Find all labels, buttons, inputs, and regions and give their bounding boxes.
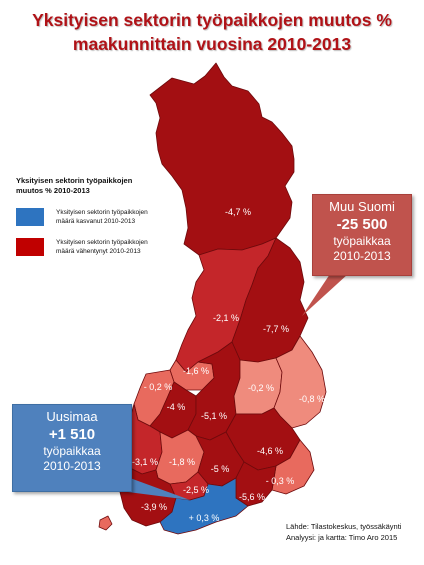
region-pohjois-karjala (273, 335, 327, 429)
uusimaa-callout: Uusimaa +1 510 työpaikkaa 2010-2013 (12, 404, 132, 492)
legend-text-increased: Yksityisen sektorin työpaikkojen määrä k… (56, 208, 166, 226)
legend-item-increased: Yksityisen sektorin työpaikkojen määrä k… (16, 208, 166, 228)
uusimaa-callout-period: 2010-2013 (43, 459, 101, 473)
legend-increased-line-1: Yksityisen sektorin työpaikkojen (56, 209, 148, 216)
uusimaa-callout-value: +1 510 (48, 426, 96, 443)
legend-title: Yksityisen sektorin työpaikkojen muutos … (16, 176, 166, 196)
muu-suomi-callout-value: -25 500 (336, 216, 388, 233)
title-line-1: Yksityisen sektorin työpaikkojen muutos … (32, 10, 392, 30)
label-pirkanmaa: -1,8 % (169, 457, 195, 467)
legend-swatch-red (16, 238, 44, 256)
label-satakunta: -3,1 % (132, 457, 158, 467)
map-title: Yksityisen sektorin työpaikkojen muutos … (0, 8, 424, 56)
label-varsinais-suomi: -3,9 % (141, 502, 167, 512)
title-line-2: maakunnittain vuosina 2010-2013 (72, 34, 352, 54)
legend-text-decreased: Yksityisen sektorin työpaikkojen määrä v… (56, 238, 166, 256)
legend-title-line-2: muutos % 2010-2013 (16, 186, 90, 195)
label-keski-pohjanmaa: -1,6 % (183, 366, 209, 376)
muu-suomi-callout-period: 2010-2013 (333, 249, 391, 263)
muu-suomi-callout-title: Muu Suomi (329, 199, 395, 214)
legend-title-line-1: Yksityisen sektorin työpaikkojen (16, 176, 133, 185)
label-etela-pohjanmaa: -4 % (167, 402, 186, 412)
label-lappi: -4,7 % (225, 207, 251, 217)
label-pohjanmaa: - 0,2 % (144, 382, 173, 392)
uusimaa-callout-title: Uusimaa (46, 409, 98, 424)
legend-increased-line-2: määrä kasvanut 2010-2013 (56, 218, 136, 225)
region-uusimaa (159, 477, 249, 535)
label-pohjois-karjala: -0,8 % (299, 394, 325, 404)
source-line-1: Lähde: Tilastokeskus, työssäkäynti (286, 522, 402, 531)
label-kanta-hame: -2,5 % (183, 485, 209, 495)
label-kymenlaakso: -5,6 % (239, 492, 265, 502)
legend-swatch-blue (16, 208, 44, 226)
source-line-2: Analyysi: ja kartta: Timo Aro 2015 (286, 533, 398, 542)
label-uusimaa: + 0,3 % (189, 513, 220, 523)
label-paijat-hame: -5 % (211, 464, 230, 474)
label-kainuu: -7,7 % (263, 324, 289, 334)
label-etela-savo: -4,6 % (257, 446, 283, 456)
map-legend: Yksityisen sektorin työpaikkojen muutos … (16, 176, 166, 268)
region-ahvenanmaa (98, 515, 113, 531)
muu-suomi-callout-unit: työpaikkaa (333, 234, 391, 248)
legend-decreased-line-1: Yksityisen sektorin työpaikkojen (56, 239, 148, 246)
muu-suomi-callout: Muu Suomi -25 500 työpaikkaa 2010-2013 (312, 194, 412, 276)
label-keski-suomi: -5,1 % (201, 411, 227, 421)
legend-item-decreased: Yksityisen sektorin työpaikkojen määrä v… (16, 238, 166, 258)
source-note: Lähde: Tilastokeskus, työssäkäynti Analy… (286, 521, 424, 543)
label-etela-karjala: - 0,3 % (266, 476, 295, 486)
label-pohjois-savo: -0,2 % (248, 383, 274, 393)
region-etela-karjala (271, 439, 315, 495)
legend-decreased-line-2: määrä vähentynyt 2010-2013 (56, 248, 141, 255)
uusimaa-callout-unit: työpaikkaa (43, 444, 101, 458)
muu-suomi-callout-pointer (302, 274, 348, 316)
region-lappi (149, 62, 295, 256)
label-pohjois-pohjanmaa: -2,1 % (213, 313, 239, 323)
